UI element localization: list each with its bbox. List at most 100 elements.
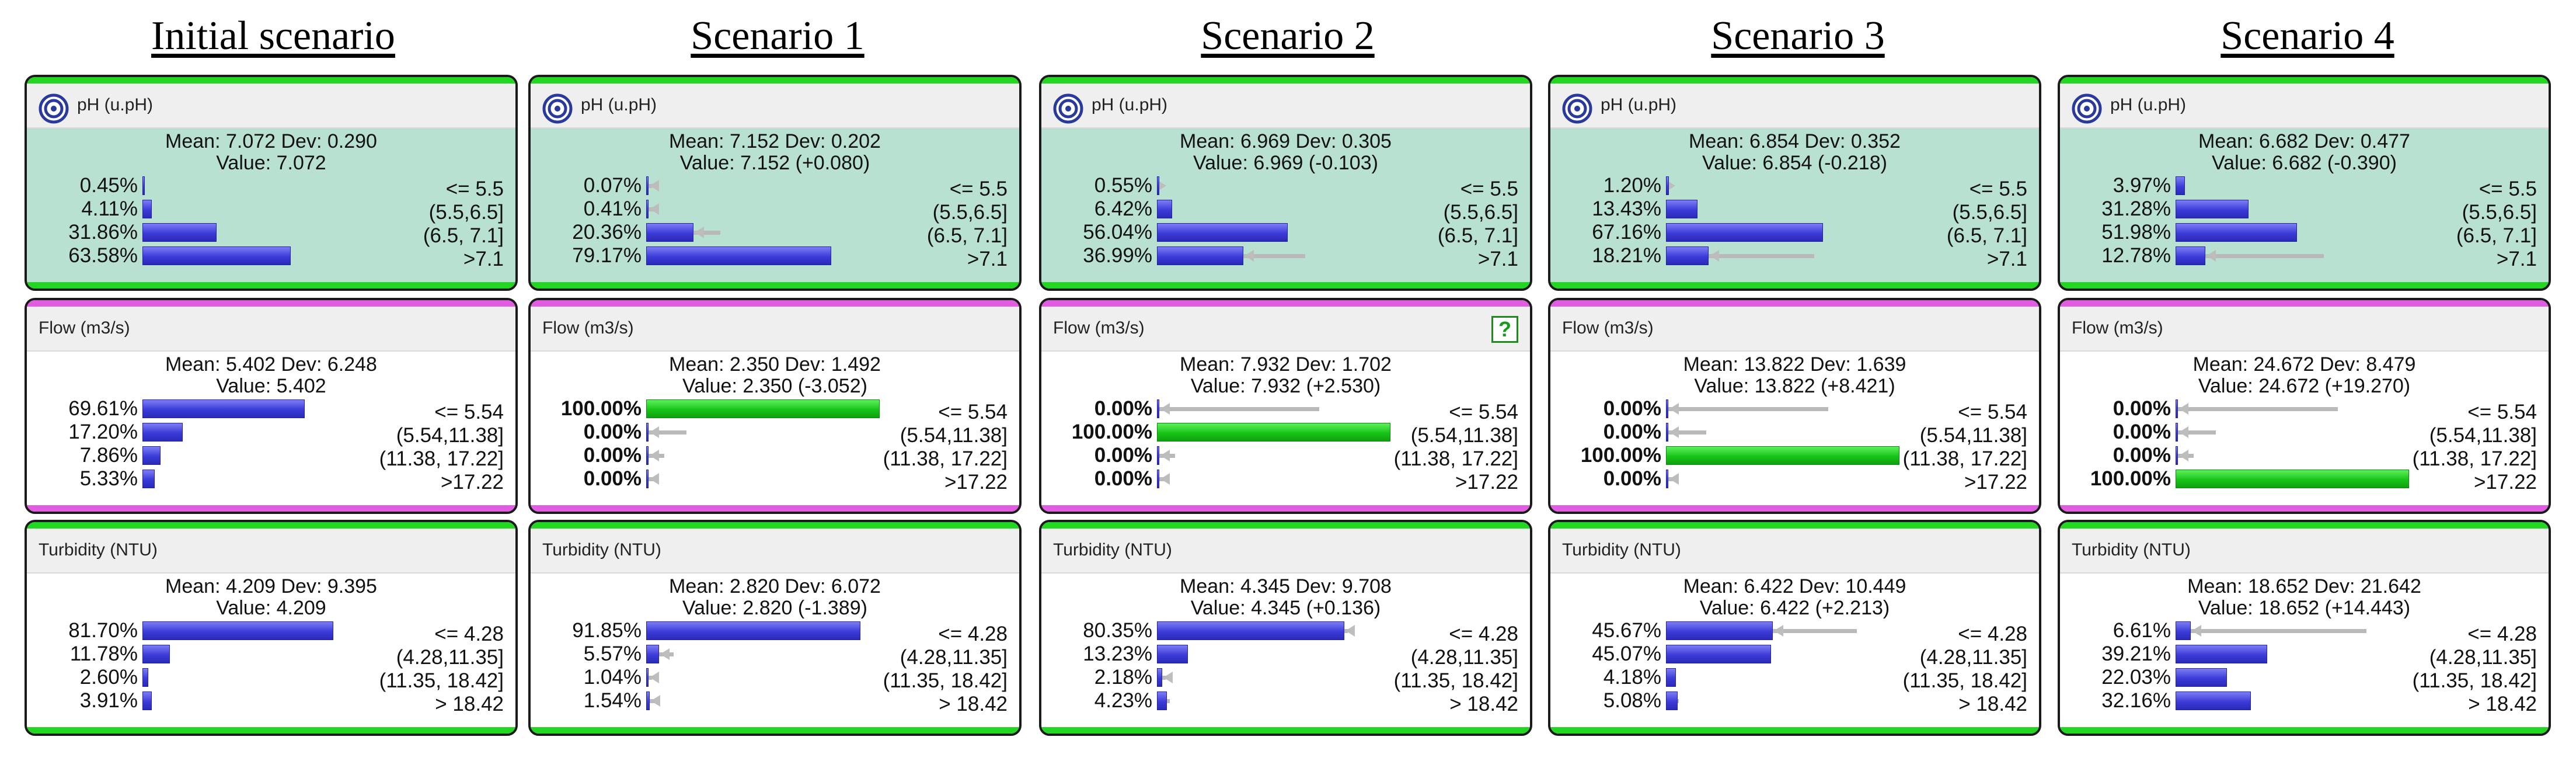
- node-panel-turb[interactable]: Turbidity (NTU) Mean: 2.820 Dev: 6.072 Val…: [528, 520, 1022, 736]
- state-row[interactable]: 0.00% <= 5.54: [1550, 398, 2039, 423]
- node-panel-flow[interactable]: Flow (m3/s) Mean: 24.672 Dev: 8.479 Value:…: [2058, 298, 2551, 514]
- state-row[interactable]: 0.00% (5.54,11.38]: [1550, 421, 2039, 447]
- node-header[interactable]: Flow (m3/s)?: [1041, 307, 1530, 352]
- state-row[interactable]: 0.00% <= 5.54: [1041, 397, 1530, 423]
- node-panel-ph[interactable]: pH (u.pH) Mean: 6.969 Dev: 0.305 Value: 6.…: [1039, 75, 1532, 291]
- state-row[interactable]: 39.21% (4.28,11.35]: [2060, 643, 2549, 669]
- state-row[interactable]: 5.57% (4.28,11.35]: [531, 643, 1019, 669]
- state-row[interactable]: 18.21% >7.1: [1550, 245, 2039, 270]
- state-row[interactable]: 3.91% > 18.42: [27, 690, 515, 715]
- node-header[interactable]: Turbidity (NTU): [531, 529, 1019, 574]
- state-row[interactable]: 20.36% (6.5, 7.1]: [531, 221, 1019, 247]
- state-row[interactable]: 12.78% >7.1: [2060, 245, 2549, 270]
- node-header[interactable]: Flow (m3/s): [2060, 307, 2549, 352]
- state-row[interactable]: 31.86% (6.5, 7.1]: [27, 221, 515, 247]
- state-row[interactable]: 5.08% > 18.42: [1550, 690, 2039, 715]
- state-row[interactable]: 100.00% (11.38, 17.22]: [1550, 444, 2039, 470]
- node-stats: Mean: 18.652 Dev: 21.642 Value: 18.652 (+…: [2060, 576, 2549, 619]
- state-row[interactable]: 56.04% (6.5, 7.1]: [1041, 221, 1530, 247]
- state-row[interactable]: 2.18% (11.35, 18.42]: [1041, 666, 1530, 692]
- state-row[interactable]: 3.97% <= 5.5: [2060, 175, 2549, 200]
- state-row[interactable]: 69.61% <= 5.54: [27, 398, 515, 423]
- status-stripe: [1550, 282, 2039, 289]
- node-panel-turb[interactable]: Turbidity (NTU) Mean: 6.422 Dev: 10.449 Va…: [1548, 520, 2041, 736]
- node-header[interactable]: pH (u.pH): [1550, 84, 2039, 128]
- node-panel-turb[interactable]: Turbidity (NTU) Mean: 4.209 Dev: 9.395 Val…: [25, 520, 518, 736]
- state-row[interactable]: 67.16% (6.5, 7.1]: [1550, 221, 2039, 247]
- state-row[interactable]: 31.28% (5.5,6.5]: [2060, 198, 2549, 224]
- state-row[interactable]: 13.43% (5.5,6.5]: [1550, 198, 2039, 224]
- state-row[interactable]: 6.42% (5.5,6.5]: [1041, 198, 1530, 224]
- state-row[interactable]: 0.00% (11.38, 17.22]: [531, 444, 1019, 470]
- state-row[interactable]: 100.00% (5.54,11.38]: [1041, 421, 1530, 447]
- state-row[interactable]: 0.00% >17.22: [531, 468, 1019, 494]
- state-row[interactable]: 22.03% (11.35, 18.42]: [2060, 666, 2549, 692]
- state-row[interactable]: 17.20% (5.54,11.38]: [27, 421, 515, 447]
- state-row[interactable]: 0.00% >17.22: [1041, 468, 1530, 494]
- state-percent: 0.00%: [2113, 397, 2171, 420]
- state-row[interactable]: 2.60% (11.35, 18.42]: [27, 666, 515, 692]
- state-row[interactable]: 36.99% >7.1: [1041, 245, 1530, 270]
- node-panel-ph[interactable]: pH (u.pH) Mean: 6.854 Dev: 0.352 Value: 6.…: [1548, 75, 2041, 291]
- state-row[interactable]: 1.20% <= 5.5: [1550, 175, 2039, 200]
- state-row[interactable]: 0.00% (5.54,11.38]: [2060, 421, 2549, 447]
- node-panel-ph[interactable]: pH (u.pH) Mean: 7.152 Dev: 0.202 Value: 7.…: [528, 75, 1022, 291]
- state-row[interactable]: 45.67% <= 4.28: [1550, 620, 2039, 645]
- node-panel-flow[interactable]: Flow (m3/s) Mean: 13.822 Dev: 1.639 Value:…: [1548, 298, 2041, 514]
- state-row[interactable]: 0.00% (11.38, 17.22]: [1041, 444, 1530, 470]
- node-panel-turb[interactable]: Turbidity (NTU) Mean: 18.652 Dev: 21.642 V…: [2058, 520, 2551, 736]
- node-header[interactable]: Turbidity (NTU): [2060, 529, 2549, 574]
- state-row[interactable]: 1.04% (11.35, 18.42]: [531, 666, 1019, 692]
- state-row[interactable]: 4.18% (11.35, 18.42]: [1550, 666, 2039, 692]
- state-row[interactable]: 1.54% > 18.42: [531, 690, 1019, 715]
- target-icon: [39, 93, 69, 124]
- state-row[interactable]: 0.41% (5.5,6.5]: [531, 198, 1019, 224]
- help-icon[interactable]: ?: [1491, 316, 1518, 343]
- node-header[interactable]: pH (u.pH): [27, 84, 515, 128]
- state-row[interactable]: 4.23% > 18.42: [1041, 690, 1530, 715]
- node-header[interactable]: Flow (m3/s): [531, 307, 1019, 352]
- state-row[interactable]: 100.00% >17.22: [2060, 468, 2549, 494]
- change-arrow-icon: [2179, 450, 2188, 461]
- node-panel-flow[interactable]: Flow (m3/s) Mean: 5.402 Dev: 6.248 Value: …: [25, 298, 518, 514]
- node-panel-ph[interactable]: pH (u.pH) Mean: 7.072 Dev: 0.290 Value: 7.…: [25, 75, 518, 291]
- state-row[interactable]: 4.11% (5.5,6.5]: [27, 198, 515, 224]
- state-row[interactable]: 91.85% <= 4.28: [531, 620, 1019, 645]
- node-header[interactable]: pH (u.pH): [1041, 84, 1530, 128]
- node-header[interactable]: Flow (m3/s): [1550, 307, 2039, 352]
- state-row[interactable]: 0.00% <= 5.54: [2060, 397, 2549, 423]
- node-header[interactable]: Flow (m3/s): [27, 307, 515, 352]
- node-header[interactable]: pH (u.pH): [2060, 84, 2549, 128]
- state-row[interactable]: 80.35% <= 4.28: [1041, 620, 1530, 645]
- node-header[interactable]: pH (u.pH): [531, 84, 1019, 128]
- state-row[interactable]: 100.00% <= 5.54: [531, 398, 1019, 423]
- state-row[interactable]: 45.07% (4.28,11.35]: [1550, 643, 2039, 669]
- state-row[interactable]: 0.45% <= 5.5: [27, 175, 515, 200]
- state-row[interactable]: 0.00% >17.22: [1550, 468, 2039, 494]
- state-percent: 0.00%: [1094, 397, 1152, 420]
- state-row[interactable]: 32.16% > 18.42: [2060, 690, 2549, 715]
- node-panel-flow[interactable]: Flow (m3/s)? Mean: 7.932 Dev: 1.702 Value:…: [1039, 298, 1532, 514]
- state-row[interactable]: 51.98% (6.5, 7.1]: [2060, 221, 2549, 247]
- state-row[interactable]: 13.23% (4.28,11.35]: [1041, 643, 1530, 669]
- node-panel-turb[interactable]: Turbidity (NTU) Mean: 4.345 Dev: 9.708 Val…: [1039, 520, 1532, 736]
- state-row[interactable]: 0.55% <= 5.5: [1041, 175, 1530, 200]
- node-header[interactable]: Turbidity (NTU): [1550, 529, 2039, 574]
- prior-marker: [1668, 430, 1706, 435]
- node-panel-ph[interactable]: pH (u.pH) Mean: 6.682 Dev: 0.477 Value: 6.…: [2058, 75, 2551, 291]
- state-row[interactable]: 0.07% <= 5.5: [531, 175, 1019, 200]
- state-label: (6.5, 7.1]: [1437, 224, 1518, 247]
- state-row[interactable]: 6.61% <= 4.28: [2060, 620, 2549, 645]
- state-row[interactable]: 7.86% (11.38, 17.22]: [27, 444, 515, 470]
- state-row[interactable]: 81.70% <= 4.28: [27, 620, 515, 645]
- state-row[interactable]: 0.00% (11.38, 17.22]: [2060, 444, 2549, 470]
- state-row[interactable]: 11.78% (4.28,11.35]: [27, 643, 515, 669]
- state-row[interactable]: 79.17% >7.1: [531, 245, 1019, 270]
- state-row[interactable]: 5.33% >17.22: [27, 468, 515, 494]
- node-header[interactable]: Turbidity (NTU): [1041, 529, 1530, 574]
- change-arrow-icon: [1669, 403, 1679, 415]
- state-row[interactable]: 63.58% >7.1: [27, 245, 515, 270]
- state-row[interactable]: 0.00% (5.54,11.38]: [531, 421, 1019, 447]
- node-panel-flow[interactable]: Flow (m3/s) Mean: 2.350 Dev: 1.492 Value: …: [528, 298, 1022, 514]
- node-header[interactable]: Turbidity (NTU): [27, 529, 515, 574]
